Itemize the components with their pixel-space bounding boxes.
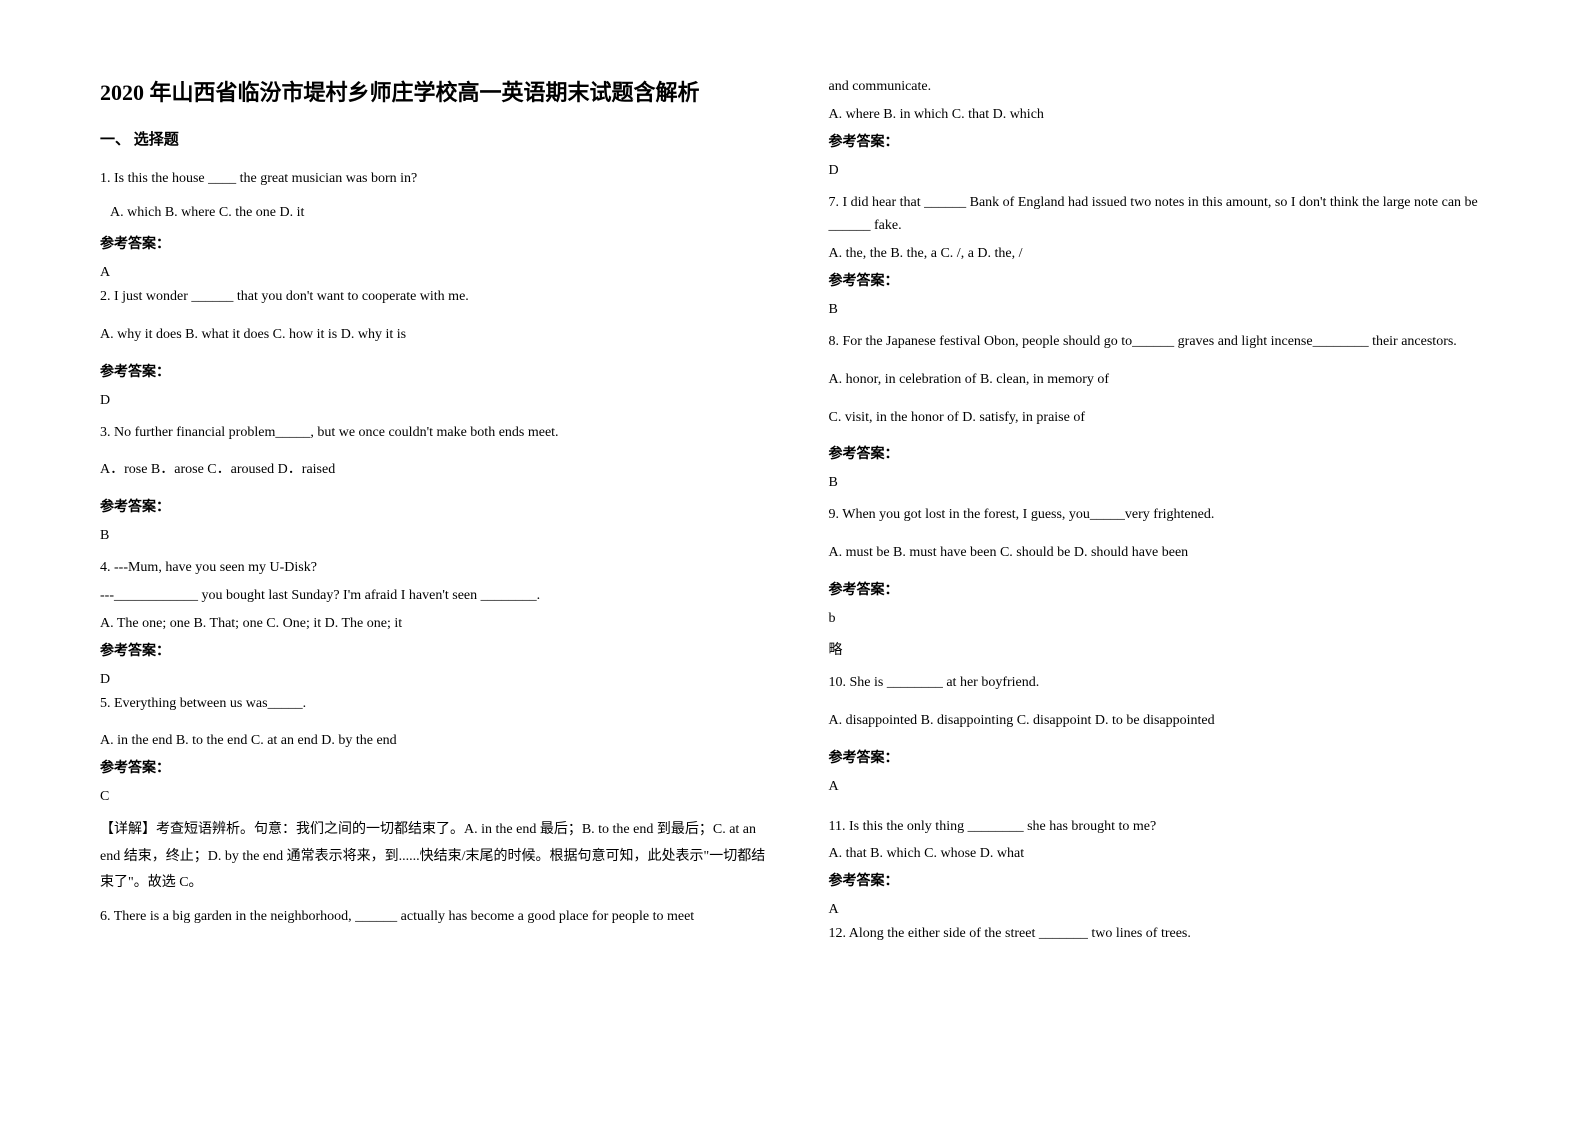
answer-label: 参考答案：	[829, 870, 1508, 890]
answer-label: 参考答案：	[829, 270, 1508, 290]
question-2-options: A. why it does B. what it does C. how it…	[100, 323, 779, 347]
question-4-options: A. The one; one B. That; one C. One; it …	[100, 612, 779, 636]
question-11-options: A. that B. which C. whose D. what	[829, 842, 1508, 866]
question-4-line1: 4. ---Mum, have you seen my U-Disk?	[100, 556, 779, 580]
question-5-options: A. in the end B. to the end C. at an end…	[100, 729, 779, 753]
question-9-options: A. must be B. must have been C. should b…	[829, 541, 1508, 565]
question-4-line2: ---____________ you bought last Sunday? …	[100, 584, 779, 608]
answer-9: b	[829, 611, 1508, 627]
document-page: 2020 年山西省临汾市堤村乡师庄学校高一英语期末试题含解析 一、 选择题 1.…	[0, 0, 1587, 1000]
question-6: 6. There is a big garden in the neighbor…	[100, 905, 779, 929]
question-10: 10. She is ________ at her boyfriend.	[829, 671, 1508, 695]
question-6-options: A. where B. in which C. that D. which	[829, 103, 1508, 127]
right-column: and communicate. A. where B. in which C.…	[814, 75, 1528, 960]
answer-label: 参考答案：	[100, 361, 779, 381]
document-title: 2020 年山西省临汾市堤村乡师庄学校高一英语期末试题含解析	[100, 75, 779, 110]
answer-label: 参考答案：	[100, 233, 779, 253]
answer-label: 参考答案：	[100, 757, 779, 777]
answer-2: D	[100, 393, 779, 409]
answer-10: A	[829, 779, 1508, 795]
question-1: 1. Is this the house ____ the great musi…	[100, 167, 779, 191]
question-7-options: A. the, the B. the, a C. /, a D. the, /	[829, 242, 1508, 266]
answer-label: 参考答案：	[829, 747, 1508, 767]
question-1-options: A. which B. where C. the one D. it	[100, 205, 779, 221]
question-6-cont: and communicate.	[829, 75, 1508, 99]
left-column: 2020 年山西省临汾市堤村乡师庄学校高一英语期末试题含解析 一、 选择题 1.…	[100, 75, 814, 960]
question-3-options: A．rose B．arose C．aroused D．raised	[100, 458, 779, 482]
answer-7: B	[829, 302, 1508, 318]
answer-label: 参考答案：	[829, 579, 1508, 599]
answer-label: 参考答案：	[100, 496, 779, 516]
answer-4: D	[100, 672, 779, 688]
question-10-options: A. disappointed B. disappointing C. disa…	[829, 709, 1508, 733]
answer-5: C	[100, 789, 779, 805]
answer-label: 参考答案：	[829, 443, 1508, 463]
answer-8: B	[829, 475, 1508, 491]
explanation-5: 【详解】考查短语辨析。句意：我们之间的一切都结束了。A. in the end …	[100, 817, 779, 897]
question-7: 7. I did hear that ______ Bank of Englan…	[829, 191, 1508, 239]
section-header: 一、 选择题	[100, 128, 779, 149]
question-9: 9. When you got lost in the forest, I gu…	[829, 503, 1508, 527]
question-3: 3. No further financial problem_____, bu…	[100, 421, 779, 445]
question-8: 8. For the Japanese festival Obon, peopl…	[829, 330, 1508, 354]
answer-label: 参考答案：	[829, 131, 1508, 151]
answer-label: 参考答案：	[100, 640, 779, 660]
answer-11: A	[829, 902, 1508, 918]
question-12: 12. Along the either side of the street …	[829, 922, 1508, 946]
answer-1: A	[100, 265, 779, 281]
question-5: 5. Everything between us was_____.	[100, 692, 779, 716]
question-2: 2. I just wonder ______ that you don't w…	[100, 285, 779, 309]
answer-3: B	[100, 528, 779, 544]
question-8-options-2: C. visit, in the honor of D. satisfy, in…	[829, 406, 1508, 430]
answer-9-note: 略	[829, 639, 1508, 659]
question-8-options-1: A. honor, in celebration of B. clean, in…	[829, 368, 1508, 392]
question-11: 11. Is this the only thing ________ she …	[829, 815, 1508, 839]
answer-6: D	[829, 163, 1508, 179]
